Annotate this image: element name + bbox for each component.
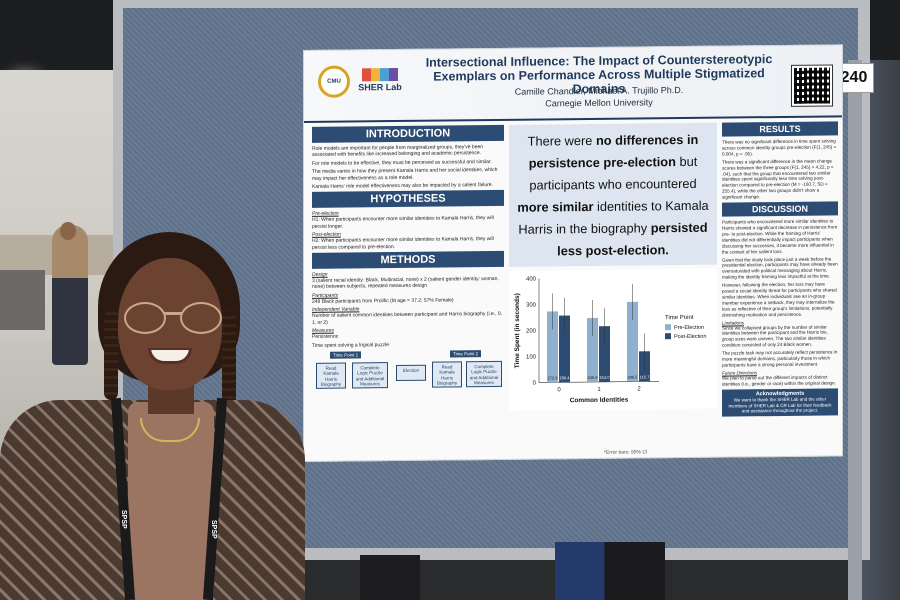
intro-bullet: Role models are important for people fro… [312, 144, 484, 159]
poster-header: CMU SHER Lab Intersectional Influence: T… [304, 45, 842, 123]
y-tick-label: 400 [526, 277, 537, 283]
bar-value-label: 272.9 [547, 375, 558, 380]
bar-value-label: 256.4 [559, 375, 570, 380]
hypothesis-2: H2: When participants encounter more sim… [312, 236, 494, 251]
lanyard-text: SPSP [210, 520, 217, 539]
results-chart: 0 100 200 300 400 Time Spent (in seconds) 272.… [509, 268, 717, 411]
acknowledgments-text: We want to thank the SHER Lab and the ot… [728, 396, 832, 414]
poster-right-column: RESULTS There was no significant differe… [722, 121, 838, 417]
iv-text: Number of salient common identities betw… [312, 311, 503, 326]
university-seal-icon: CMU [318, 65, 350, 98]
discussion-bullet: Given that the study took place just a w… [722, 255, 838, 280]
presenter: SPSP SPSP [0, 230, 310, 600]
bar-value-label: 214.0 [599, 375, 610, 380]
bar-pre-election [547, 311, 558, 383]
error-bar-note: *Error bars: 95% CI [604, 449, 648, 456]
background-attendee-head [60, 222, 76, 240]
poster-left-column: INTRODUCTION Role models are important f… [312, 124, 504, 396]
acknowledgments-heading: Acknowledgments [755, 390, 805, 397]
y-axis-label: Time Spent (in seconds) [514, 293, 521, 368]
bar-pre-election [627, 301, 638, 382]
discussion-bullet: Participants who encountered more simila… [722, 218, 838, 255]
participants-text: 248 Black participants from Prolific (M … [312, 297, 454, 305]
visitor-legs [555, 542, 665, 600]
legend-swatch [665, 324, 671, 331]
discussion-bullet: However, following the election, her los… [722, 281, 837, 318]
hypotheses-heading: HYPOTHESES [312, 190, 504, 209]
x-axis-label: Common Identities [570, 397, 629, 405]
bar-value-label: 306.5 [627, 374, 638, 379]
poster-affiliation: Carnegie Mellon University [545, 97, 653, 109]
presenter-braid [222, 310, 236, 420]
methods-heading: METHODS [312, 250, 504, 269]
legend-label: Pre-Election [674, 325, 704, 331]
glasses-icon [180, 302, 222, 334]
lab-logo-bars [362, 68, 398, 82]
main-finding: There were no differences in persistence… [509, 122, 717, 267]
y-tick-label: 0 [533, 381, 537, 387]
results-bullet: There was no significant difference in t… [722, 138, 837, 157]
bar-value-label: 115.7 [640, 374, 650, 379]
x-tick-label: 1 [597, 387, 601, 393]
bar-chart: 0 100 200 300 400 Time Spent (in seconds) 272.… [509, 268, 717, 411]
intro-bullet: Kamala Harris' role model effectiveness … [312, 182, 493, 190]
hypothesis-1: H1: When participants encounter more sim… [312, 215, 494, 230]
x-tick-label: 0 [557, 387, 561, 393]
lab-logo: SHER Lab [356, 68, 404, 97]
measures-item: Time spent solving a logical puzzle [312, 341, 390, 349]
y-tick-label: 100 [526, 355, 537, 361]
acknowledgments: Acknowledgments We want to thank the SHE… [722, 388, 838, 417]
lanyard-text: SPSP [120, 510, 127, 529]
timeline-step: Complete Logic Puzzle and Additional Mea… [466, 360, 502, 388]
intro-bullet: For role models to be effective, they mu… [312, 158, 492, 167]
y-tick-label: 200 [526, 329, 537, 335]
board-post [848, 60, 862, 600]
results-heading: RESULTS [722, 121, 838, 137]
background-booth [0, 270, 45, 330]
time-point-1-label: Time Point 1 [330, 351, 362, 359]
legend-label: Post-Election [674, 334, 706, 340]
glasses-bridge [164, 312, 182, 315]
background-attendee [52, 225, 88, 365]
glasses-icon [124, 302, 166, 334]
timeline-step: Read Kamala Harris Biography [432, 361, 462, 388]
limitations-item: Since we collapsed groups by the number … [722, 324, 828, 348]
results-bullet: There was a significant difference in th… [722, 158, 834, 200]
timeline-step: Election [396, 364, 426, 381]
bar-value-label: 245.9 [587, 375, 598, 380]
visitor-legs [360, 555, 420, 600]
timeline-step: Complete Logic Puzzle and Additional Mea… [352, 362, 388, 389]
introduction-heading: INTRODUCTION [312, 124, 504, 143]
bar-post-election [559, 315, 570, 383]
discussion-heading: DISCUSSION [722, 201, 838, 217]
presenter-braid [104, 310, 118, 400]
design-text: 3 (salient racial identity: Black, Multi… [312, 276, 499, 291]
legend-title: Time Point [665, 315, 694, 321]
bar-pre-election [587, 317, 598, 383]
main-finding-text: There were [527, 132, 593, 149]
future-item: We plan to parse out the different impac… [722, 374, 836, 387]
limitations-item: The puzzle task may not accurately refle… [722, 349, 838, 368]
x-tick-label: 2 [637, 386, 641, 392]
main-finding-text: more similar [517, 198, 594, 215]
qr-code-icon [791, 64, 833, 107]
timeline-step: Read Kamala Harris Biography [316, 362, 346, 389]
bar-post-election [599, 326, 610, 382]
methods-timeline: Time Point 1 Time Point 2 Read Kamala Ha… [312, 350, 504, 396]
intro-bullet: The media varies in how they present Kam… [312, 167, 498, 182]
legend-swatch [665, 333, 671, 340]
y-tick-label: 300 [526, 303, 537, 309]
time-point-2-label: Time Point 2 [450, 350, 482, 358]
poster-middle-column: There were no differences in persistence… [509, 122, 717, 411]
lab-logo-text: SHER Lab [358, 81, 402, 93]
measures-item: Persistence [312, 333, 339, 340]
research-poster: CMU SHER Lab Intersectional Influence: T… [303, 44, 843, 463]
